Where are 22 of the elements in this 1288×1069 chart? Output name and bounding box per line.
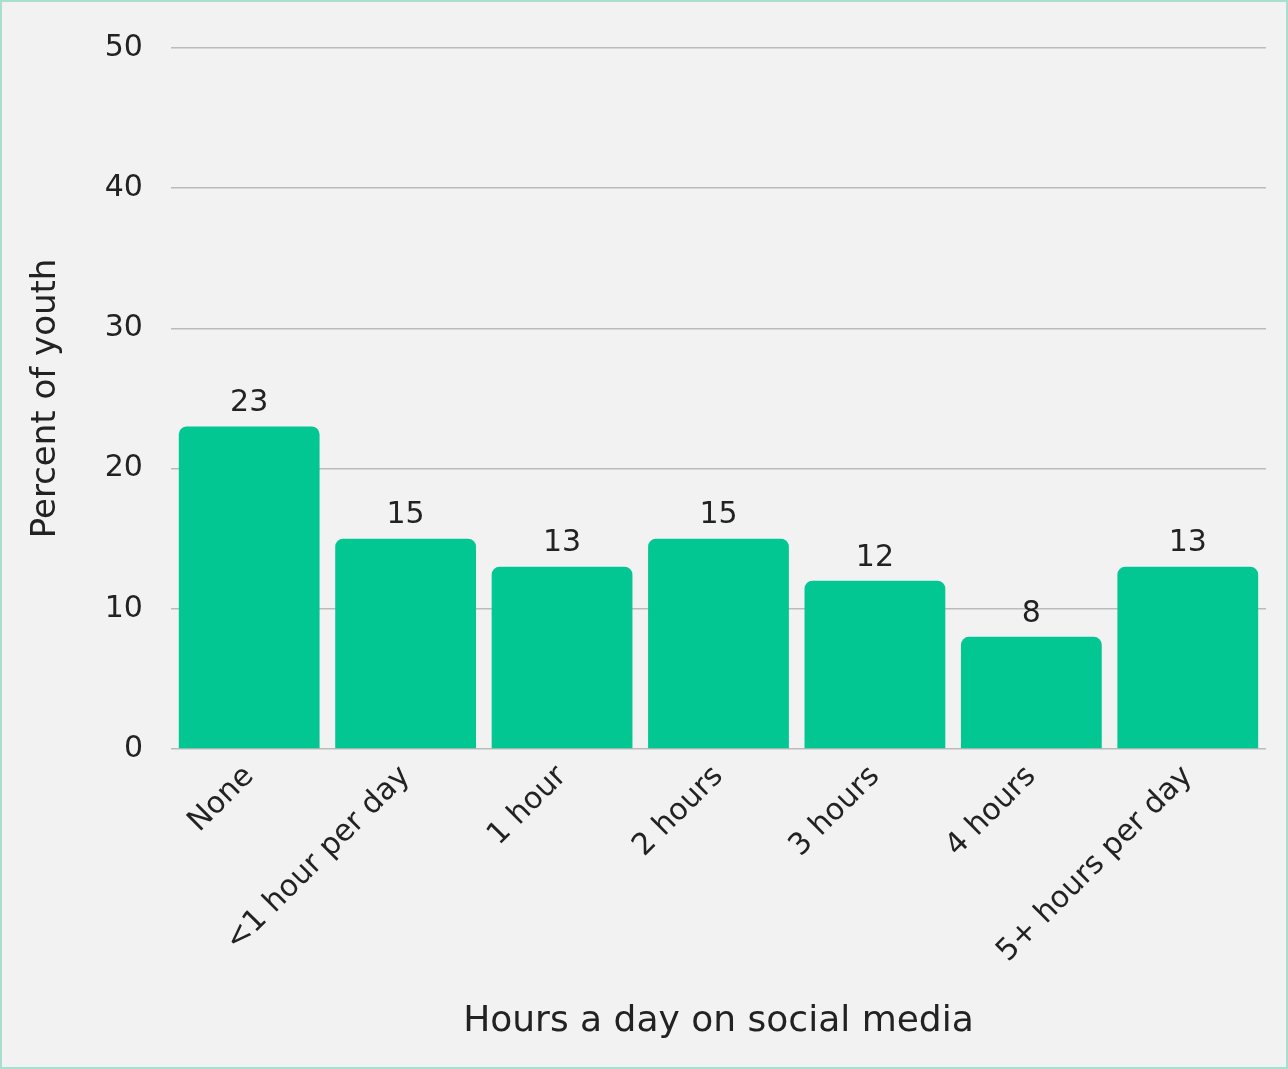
data-label: 15	[699, 495, 738, 531]
y-axis-title: Percent of youth	[23, 258, 64, 539]
data-label: 15	[386, 495, 425, 531]
bar	[335, 538, 477, 749]
data-label: 13	[1168, 523, 1207, 559]
bar	[960, 636, 1102, 749]
bar	[178, 426, 320, 749]
data-label: 13	[542, 523, 582, 559]
y-tick-label: 50	[104, 27, 143, 63]
data-label: 8	[1021, 593, 1041, 629]
y-tick-label: 10	[104, 588, 143, 624]
y-tick-label: 0	[123, 728, 143, 764]
bar	[1117, 566, 1259, 749]
data-label: 23	[230, 383, 269, 419]
x-axis-title: Hours a day on social media	[463, 997, 974, 1039]
data-label: 12	[855, 537, 895, 573]
bar	[491, 566, 633, 749]
y-tick-label: 40	[104, 167, 143, 203]
bar	[648, 538, 789, 749]
y-tick-label: 30	[104, 308, 143, 344]
bar	[804, 580, 946, 749]
y-tick-label: 20	[104, 448, 143, 484]
